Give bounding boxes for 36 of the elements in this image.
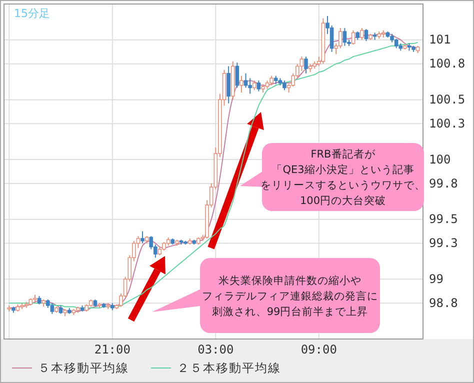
candlestick [394, 38, 398, 49]
legend-label: ５本移動平均線 [38, 361, 129, 375]
candlestick [235, 62, 240, 88]
candlestick [248, 78, 252, 94]
candlestick [252, 80, 256, 91]
legend-label: ２５本移動平均線 [177, 361, 281, 375]
candlestick [360, 27, 364, 40]
x-tick-label: 21:00 [94, 342, 130, 357]
y-tick-label: 99 [429, 272, 444, 286]
candlestick [226, 66, 230, 104]
y-tick-label: 100.5 [429, 92, 466, 107]
candlestick [282, 80, 286, 91]
y-tick-label: 99.3 [429, 236, 458, 250]
x-tick-label: 09:00 [300, 342, 337, 357]
candlestick [364, 28, 368, 42]
y-tick-label: 100.8 [429, 56, 466, 71]
y-tick-label: 99.5 [429, 212, 458, 226]
candlestick [50, 302, 54, 314]
candlestick [244, 72, 248, 88]
candlestick [140, 230, 144, 244]
y-tick-label: 100 [429, 152, 451, 166]
y-tick-label: 99.8 [429, 176, 458, 190]
x-tick-label: 03:00 [198, 342, 234, 357]
annotation: 米失業保険申請件数の縮小やフィラデルフィア連銀総裁の発言に刺激され、99円台前半まで上昇 [202, 274, 378, 318]
candlestick [240, 75, 244, 94]
candlestick [351, 30, 356, 46]
candlestick [256, 80, 261, 92]
candlestick [342, 27, 347, 46]
chart-title: 15分足 [14, 7, 50, 20]
y-tick-label: 101 [429, 32, 451, 47]
candlestick [304, 56, 308, 74]
candlestick [330, 25, 334, 52]
y-tick-label: 100.3 [429, 116, 466, 130]
y-tick-label: 98.8 [429, 296, 458, 310]
annotation: FRB番記者が「QE3縮小決定」という記事をリリースするというウワサで、100円の大台突破 [260, 148, 426, 207]
candlestick [270, 75, 274, 86]
